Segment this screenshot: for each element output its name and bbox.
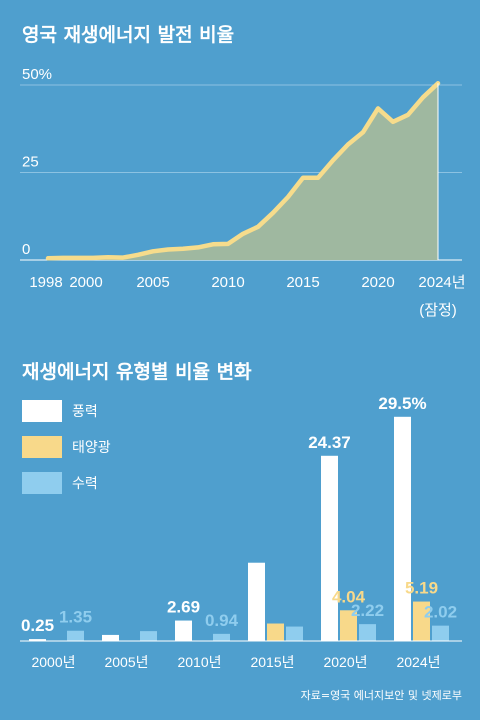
data-label: 2.02 bbox=[424, 603, 457, 622]
bar-풍력 bbox=[102, 634, 119, 641]
bar-풍력 bbox=[175, 620, 192, 641]
chart1-x-tick-label: 2000 bbox=[69, 274, 102, 291]
legend-swatch bbox=[22, 436, 62, 458]
chart1-x-tick-label: 2020 bbox=[361, 274, 394, 291]
chart1-area-layer bbox=[45, 81, 441, 261]
chart2-x-tick-label: 2015년 bbox=[250, 654, 294, 670]
legend-label: 태양광 bbox=[72, 440, 111, 456]
legend-label: 풍력 bbox=[72, 404, 98, 420]
chart1-x-tick-label: 1998 bbox=[29, 274, 62, 291]
chart2-x-tick-label: 2010년 bbox=[177, 654, 221, 670]
legend-swatch bbox=[22, 400, 62, 422]
chart2-title: 재생에너지 유형별 비율 변화 bbox=[22, 361, 252, 383]
bar-태양광 bbox=[340, 610, 357, 641]
bar-풍력 bbox=[248, 562, 265, 641]
bar-태양광 bbox=[413, 601, 430, 641]
data-label: 4.04 bbox=[332, 587, 366, 606]
data-label: 5.19 bbox=[405, 579, 438, 598]
chart1-x-tick-label: 2010 bbox=[211, 274, 244, 291]
chart1-y-tick-label: 50% bbox=[22, 66, 52, 83]
chart1-x-ticks: 1998 2000 2005 2010 2015 2020 2024년 bbox=[29, 274, 465, 291]
legend-label: 수력 bbox=[72, 476, 98, 492]
chart1-x-tick-label: 2024년 bbox=[418, 274, 465, 291]
source-note: 자료=영국 에너지보안 및 넷제로부 bbox=[301, 689, 462, 702]
data-label: 2.22 bbox=[351, 601, 384, 620]
bar-수력 bbox=[432, 625, 449, 641]
chart2-data-labels: 0.25 1.35 2.69 0.94 24.37 4.042.22 29.5% 5.19 2.… bbox=[21, 394, 457, 635]
chart-renewable-share: 영국 재생에너지 발전 비율 0 25 50% 1998 2000 2005 2010 20… bbox=[20, 24, 466, 319]
chart2-x-tick-label: 2020년 bbox=[323, 654, 367, 670]
data-label: 29.5% bbox=[378, 394, 426, 413]
legend-swatch bbox=[22, 472, 62, 494]
chart1-x-tick-label: 2015 bbox=[286, 274, 319, 291]
chart1-y-tick-label: 25 bbox=[22, 154, 39, 171]
chart1-y-tick-label: 0 bbox=[22, 241, 30, 258]
chart1-area bbox=[48, 83, 438, 260]
bar-수력 bbox=[359, 624, 376, 641]
data-label: 24.37 bbox=[308, 433, 351, 452]
bar-수력 bbox=[286, 626, 303, 641]
chart2-x-tick-label: 2005년 bbox=[104, 654, 148, 670]
chart1-x-note: (잠정) bbox=[419, 302, 457, 319]
data-label: 0.94 bbox=[205, 611, 239, 630]
chart2-x-tick-label: 2024년 bbox=[396, 654, 440, 670]
bar-태양광 bbox=[267, 623, 284, 641]
data-label: 1.35 bbox=[59, 608, 92, 627]
bar-풍력 bbox=[394, 416, 411, 641]
bar-풍력 bbox=[29, 639, 46, 641]
chart1-y-ticks: 0 25 50% bbox=[22, 66, 52, 258]
bar-수력 bbox=[67, 630, 84, 641]
chart2-x-tick-label: 2000년 bbox=[31, 654, 75, 670]
chart2-bars bbox=[20, 416, 462, 642]
data-label: 0.25 bbox=[21, 616, 54, 635]
data-label: 2.69 bbox=[167, 598, 200, 617]
bar-수력 bbox=[140, 631, 157, 641]
bar-수력 bbox=[213, 633, 230, 641]
chart2-x-ticks: 2000년 2005년 2010년 2015년 2020년 2024년 bbox=[31, 654, 440, 670]
bar-풍력 bbox=[321, 455, 338, 641]
chart1-x-tick-label: 2005 bbox=[136, 274, 169, 291]
chart1-title: 영국 재생에너지 발전 비율 bbox=[22, 24, 234, 46]
